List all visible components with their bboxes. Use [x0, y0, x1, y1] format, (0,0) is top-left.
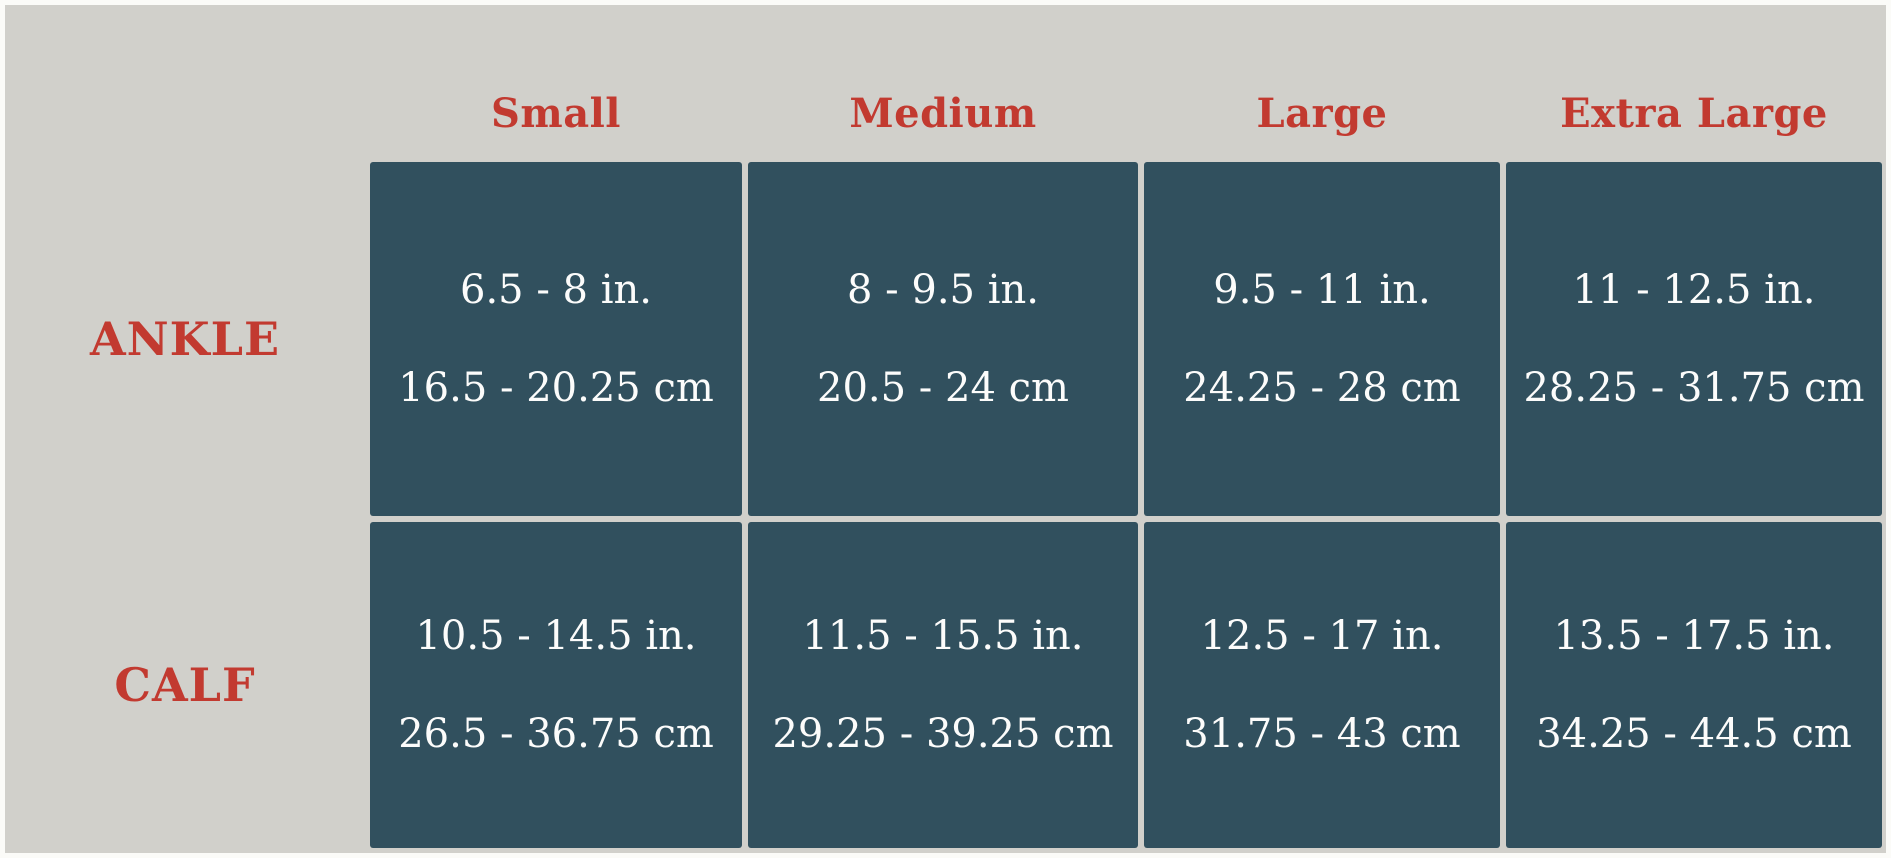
inches-value: 6.5 - 8 in. — [460, 267, 652, 313]
centimeters-value: 31.75 - 43 cm — [1183, 711, 1461, 757]
cell-ankle-large: 9.5 - 11 in. 24.25 - 28 cm — [1144, 162, 1500, 516]
centimeters-value: 16.5 - 20.25 cm — [398, 365, 714, 411]
inches-value: 11.5 - 15.5 in. — [802, 613, 1084, 659]
inches-value: 9.5 - 11 in. — [1213, 267, 1431, 313]
cell-calf-medium: 11.5 - 15.5 in. 29.25 - 39.25 cm — [748, 522, 1138, 848]
cell-ankle-small: 6.5 - 8 in. 16.5 - 20.25 cm — [370, 162, 742, 516]
centimeters-value: 34.25 - 44.5 cm — [1536, 711, 1852, 757]
corner-spacer — [6, 70, 364, 156]
centimeters-value: 28.25 - 31.75 cm — [1523, 365, 1865, 411]
centimeters-value: 26.5 - 36.75 cm — [398, 711, 714, 757]
column-header-small: Small — [490, 89, 622, 137]
inches-value: 12.5 - 17 in. — [1200, 613, 1444, 659]
cell-calf-small: 10.5 - 14.5 in. 26.5 - 36.75 cm — [370, 522, 742, 848]
centimeters-value: 20.5 - 24 cm — [817, 365, 1069, 411]
cell-calf-large: 12.5 - 17 in. 31.75 - 43 cm — [1144, 522, 1500, 848]
inches-value: 11 - 12.5 in. — [1572, 267, 1816, 313]
row-label-calf: CALF — [114, 658, 256, 712]
centimeters-value: 24.25 - 28 cm — [1183, 365, 1461, 411]
inches-value: 8 - 9.5 in. — [847, 267, 1039, 313]
cell-ankle-medium: 8 - 9.5 in. 20.5 - 24 cm — [748, 162, 1138, 516]
column-header-large: Large — [1256, 89, 1388, 137]
row-label-ankle: ANKLE — [89, 312, 281, 366]
column-header-medium: Medium — [849, 89, 1037, 137]
size-chart-table: Small Medium Large Extra Large ANKLE 6.5… — [6, 70, 1882, 848]
cell-calf-extra-large: 13.5 - 17.5 in. 34.25 - 44.5 cm — [1506, 522, 1882, 848]
inches-value: 10.5 - 14.5 in. — [415, 613, 697, 659]
centimeters-value: 29.25 - 39.25 cm — [772, 711, 1114, 757]
cell-ankle-extra-large: 11 - 12.5 in. 28.25 - 31.75 cm — [1506, 162, 1882, 516]
inches-value: 13.5 - 17.5 in. — [1553, 613, 1835, 659]
column-header-extra-large: Extra Large — [1560, 89, 1828, 137]
